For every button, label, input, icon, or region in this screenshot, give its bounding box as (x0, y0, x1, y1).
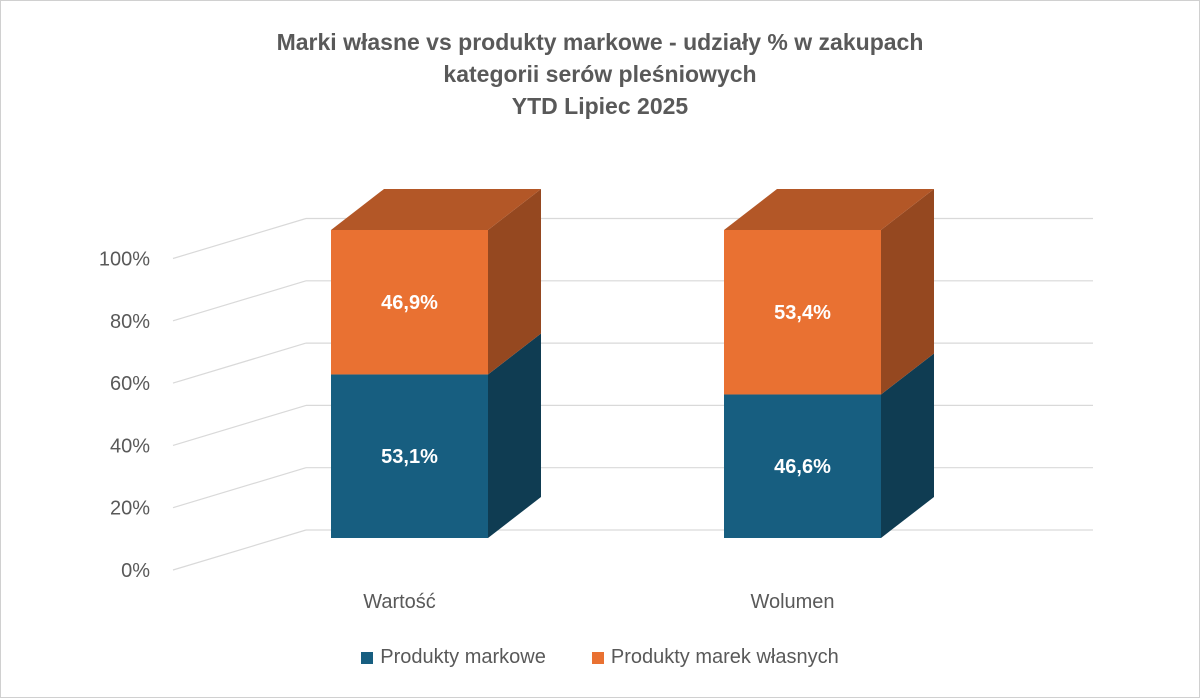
chart-title-line-1: Marki własne vs produkty markowe - udzia… (276, 29, 924, 55)
legend-swatch-markowe (361, 651, 374, 664)
data-label: 46,9% (381, 292, 438, 314)
bar-side (881, 189, 934, 395)
legend-label-marek-wlasnych: Produkty marek własnych (610, 646, 839, 668)
bar-front (331, 230, 488, 375)
data-label: 53,4% (774, 302, 831, 324)
bar-front (331, 374, 488, 538)
bar-front (724, 394, 881, 538)
x-category-label: Wartość (363, 591, 436, 613)
legend-label-markowe: Produkty markowe (380, 646, 546, 668)
chart-legend: Produkty markowe Produkty marek własnych (0, 646, 1200, 669)
bar-top (724, 189, 934, 230)
gridline-side-1 (172, 467, 307, 509)
y-tick-label: 0% (121, 560, 150, 582)
data-label: 46,6% (774, 456, 831, 478)
data-label: 53,1% (381, 446, 438, 468)
y-tick-label: 40% (110, 435, 150, 457)
legend-item-marek-wlasnych: Produkty marek własnych (591, 646, 839, 669)
gridline-side-5 (172, 217, 307, 260)
bar-side (488, 189, 541, 375)
gridline-side-2 (172, 404, 307, 446)
chart-title-line-3: YTD Lipiec 2025 (511, 93, 689, 119)
y-tick-label: 20% (110, 498, 150, 520)
legend-item-markowe: Produkty markowe (361, 646, 546, 669)
gridline-side-4 (172, 280, 307, 322)
x-category-label: Wolumen (750, 591, 834, 613)
legend-swatch-marek-wlasnych (591, 651, 604, 664)
y-tick-label: 100% (99, 249, 150, 271)
y-tick-label: 60% (110, 373, 150, 395)
y-tick-label: 80% (110, 311, 150, 333)
gridline-side-3 (172, 342, 307, 384)
bar-side (881, 353, 934, 538)
chart-title-line-2: kategorii serów pleśniowych (443, 61, 757, 87)
chart-title: Marki własne vs produkty markowe - udzia… (0, 26, 1200, 122)
bar-front (724, 230, 881, 395)
gridline-side-0 (172, 529, 307, 571)
bar-side (488, 333, 541, 538)
bar-top (331, 189, 541, 230)
